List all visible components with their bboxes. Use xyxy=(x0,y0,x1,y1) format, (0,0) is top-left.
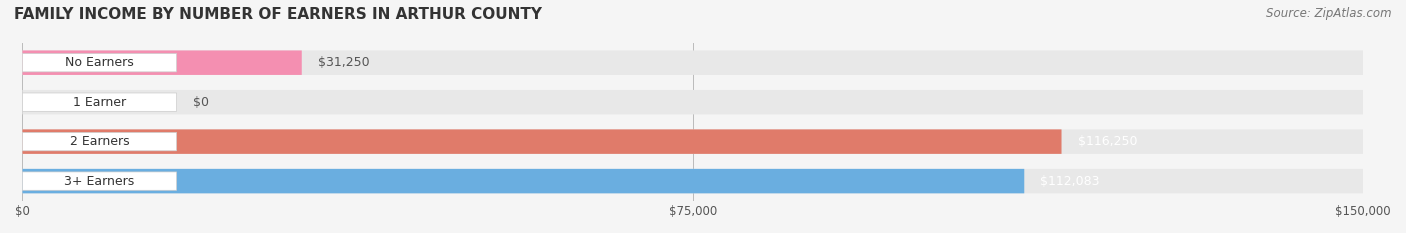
Text: No Earners: No Earners xyxy=(65,56,134,69)
FancyBboxPatch shape xyxy=(22,90,1364,114)
FancyBboxPatch shape xyxy=(22,169,1025,193)
FancyBboxPatch shape xyxy=(22,132,177,151)
FancyBboxPatch shape xyxy=(22,169,1364,193)
Text: $112,083: $112,083 xyxy=(1040,175,1099,188)
Text: $0: $0 xyxy=(193,96,208,109)
FancyBboxPatch shape xyxy=(22,93,177,111)
FancyBboxPatch shape xyxy=(22,51,302,75)
Text: FAMILY INCOME BY NUMBER OF EARNERS IN ARTHUR COUNTY: FAMILY INCOME BY NUMBER OF EARNERS IN AR… xyxy=(14,7,543,22)
Text: 2 Earners: 2 Earners xyxy=(70,135,129,148)
FancyBboxPatch shape xyxy=(22,129,1062,154)
Text: $116,250: $116,250 xyxy=(1077,135,1137,148)
FancyBboxPatch shape xyxy=(22,129,1364,154)
FancyBboxPatch shape xyxy=(22,54,177,72)
Text: Source: ZipAtlas.com: Source: ZipAtlas.com xyxy=(1267,7,1392,20)
Text: $31,250: $31,250 xyxy=(318,56,370,69)
Text: 1 Earner: 1 Earner xyxy=(73,96,127,109)
FancyBboxPatch shape xyxy=(22,172,177,190)
FancyBboxPatch shape xyxy=(22,51,1364,75)
Text: 3+ Earners: 3+ Earners xyxy=(65,175,135,188)
